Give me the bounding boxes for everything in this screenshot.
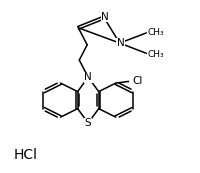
- Text: N: N: [84, 72, 92, 82]
- Text: CH₃: CH₃: [147, 28, 164, 37]
- Text: N: N: [117, 38, 125, 48]
- Text: N: N: [101, 12, 109, 22]
- Text: HCl: HCl: [13, 148, 37, 162]
- Text: S: S: [85, 118, 91, 128]
- Text: Cl: Cl: [133, 76, 143, 86]
- Text: CH₃: CH₃: [147, 50, 164, 59]
